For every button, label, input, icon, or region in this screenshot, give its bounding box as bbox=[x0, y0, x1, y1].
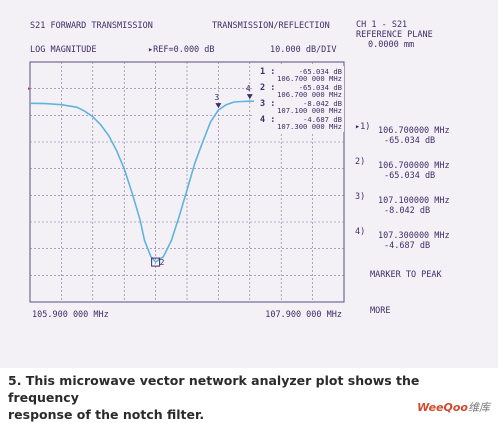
readout-4-value: -4.687 dB bbox=[303, 115, 342, 124]
readout-3-freq: 107.100 000 MHz bbox=[277, 106, 342, 115]
marker-3-pointer bbox=[215, 103, 222, 109]
readout-2-id: 2 : bbox=[260, 83, 275, 93]
side-marker-1-value: -65.034 dB bbox=[384, 136, 436, 146]
marker-4-label: 4 bbox=[246, 84, 251, 93]
side-marker-4-value: -4.687 dB bbox=[384, 241, 431, 251]
watermark-suffix: 维库 bbox=[468, 401, 490, 414]
side-marker-3-id[interactable]: 3) bbox=[355, 192, 366, 202]
reference-level-marker bbox=[28, 87, 30, 91]
side-marker-1-id[interactable]: ▸1) bbox=[355, 122, 371, 132]
ref-plane-label: REFERENCE PLANE bbox=[356, 30, 433, 40]
channel-label: CH 1 - S21 bbox=[356, 20, 408, 30]
analyzer-screen: S21 FORWARD TRANSMISSION TRANSMISSION/RE… bbox=[0, 0, 498, 368]
readout-3-id: 3 : bbox=[260, 99, 275, 109]
readout-4-freq: 107.300 000 MHz bbox=[277, 122, 342, 131]
side-marker-2-freq: 106.700000 MHz bbox=[378, 161, 450, 171]
readout-3-value: -8.042 dB bbox=[303, 99, 342, 108]
readout-2-freq: 106.700 000 MHz bbox=[277, 90, 342, 99]
x-tick-label-start: 105.900 000 MHz bbox=[32, 310, 109, 320]
marker-4-pointer bbox=[246, 94, 253, 100]
scale-label: 10.000 dB/DIV bbox=[270, 45, 337, 55]
readout-background bbox=[254, 66, 344, 132]
side-marker-4-freq: 107.300000 MHz bbox=[378, 231, 450, 241]
caption-line-2: response of the notch filter. bbox=[8, 407, 205, 422]
ref-plane-value: 0.0000 mm bbox=[368, 40, 415, 50]
x-tick-label-stop: 107.900 000 MHz bbox=[265, 310, 342, 320]
readout-4-id: 4 : bbox=[260, 115, 275, 125]
mode-title: TRANSMISSION/REFLECTION bbox=[212, 21, 330, 31]
watermark-brand: WeeQoo bbox=[417, 401, 468, 414]
watermark: WeeQoo维库 bbox=[417, 399, 490, 415]
marker-1-box bbox=[151, 257, 161, 267]
more-softkey[interactable]: MORE bbox=[370, 306, 391, 316]
measurement-title: S21 FORWARD TRANSMISSION bbox=[30, 21, 153, 31]
side-marker-3-freq: 107.100000 MHz bbox=[378, 196, 450, 206]
format-label: LOG MAGNITUDE bbox=[30, 45, 97, 55]
side-marker-2-value: -65.034 dB bbox=[384, 171, 436, 181]
reference-level: ▸REF=0.000 dB bbox=[148, 45, 215, 55]
marker-3-label: 3 bbox=[214, 93, 219, 102]
side-marker-2-id[interactable]: 2) bbox=[355, 157, 366, 167]
readout-1-value: -65.034 dB bbox=[299, 67, 342, 76]
readout-1-id: 1 : bbox=[260, 67, 275, 77]
figure-caption: 5. This microwave vector network analyze… bbox=[8, 372, 488, 423]
side-marker-4-id[interactable]: 4) bbox=[355, 227, 366, 237]
marker-2-label: 2 bbox=[160, 258, 165, 267]
marker-to-peak-softkey[interactable]: MARKER TO PEAK bbox=[370, 270, 442, 280]
side-marker-3-value: -8.042 dB bbox=[384, 206, 431, 216]
side-marker-1-freq: 106.700000 MHz bbox=[378, 126, 450, 136]
readout-1-freq: 106.700 000 MHz bbox=[277, 74, 342, 83]
caption-line-1: 5. This microwave vector network analyze… bbox=[8, 373, 420, 405]
readout-2-value: -65.034 dB bbox=[299, 83, 342, 92]
